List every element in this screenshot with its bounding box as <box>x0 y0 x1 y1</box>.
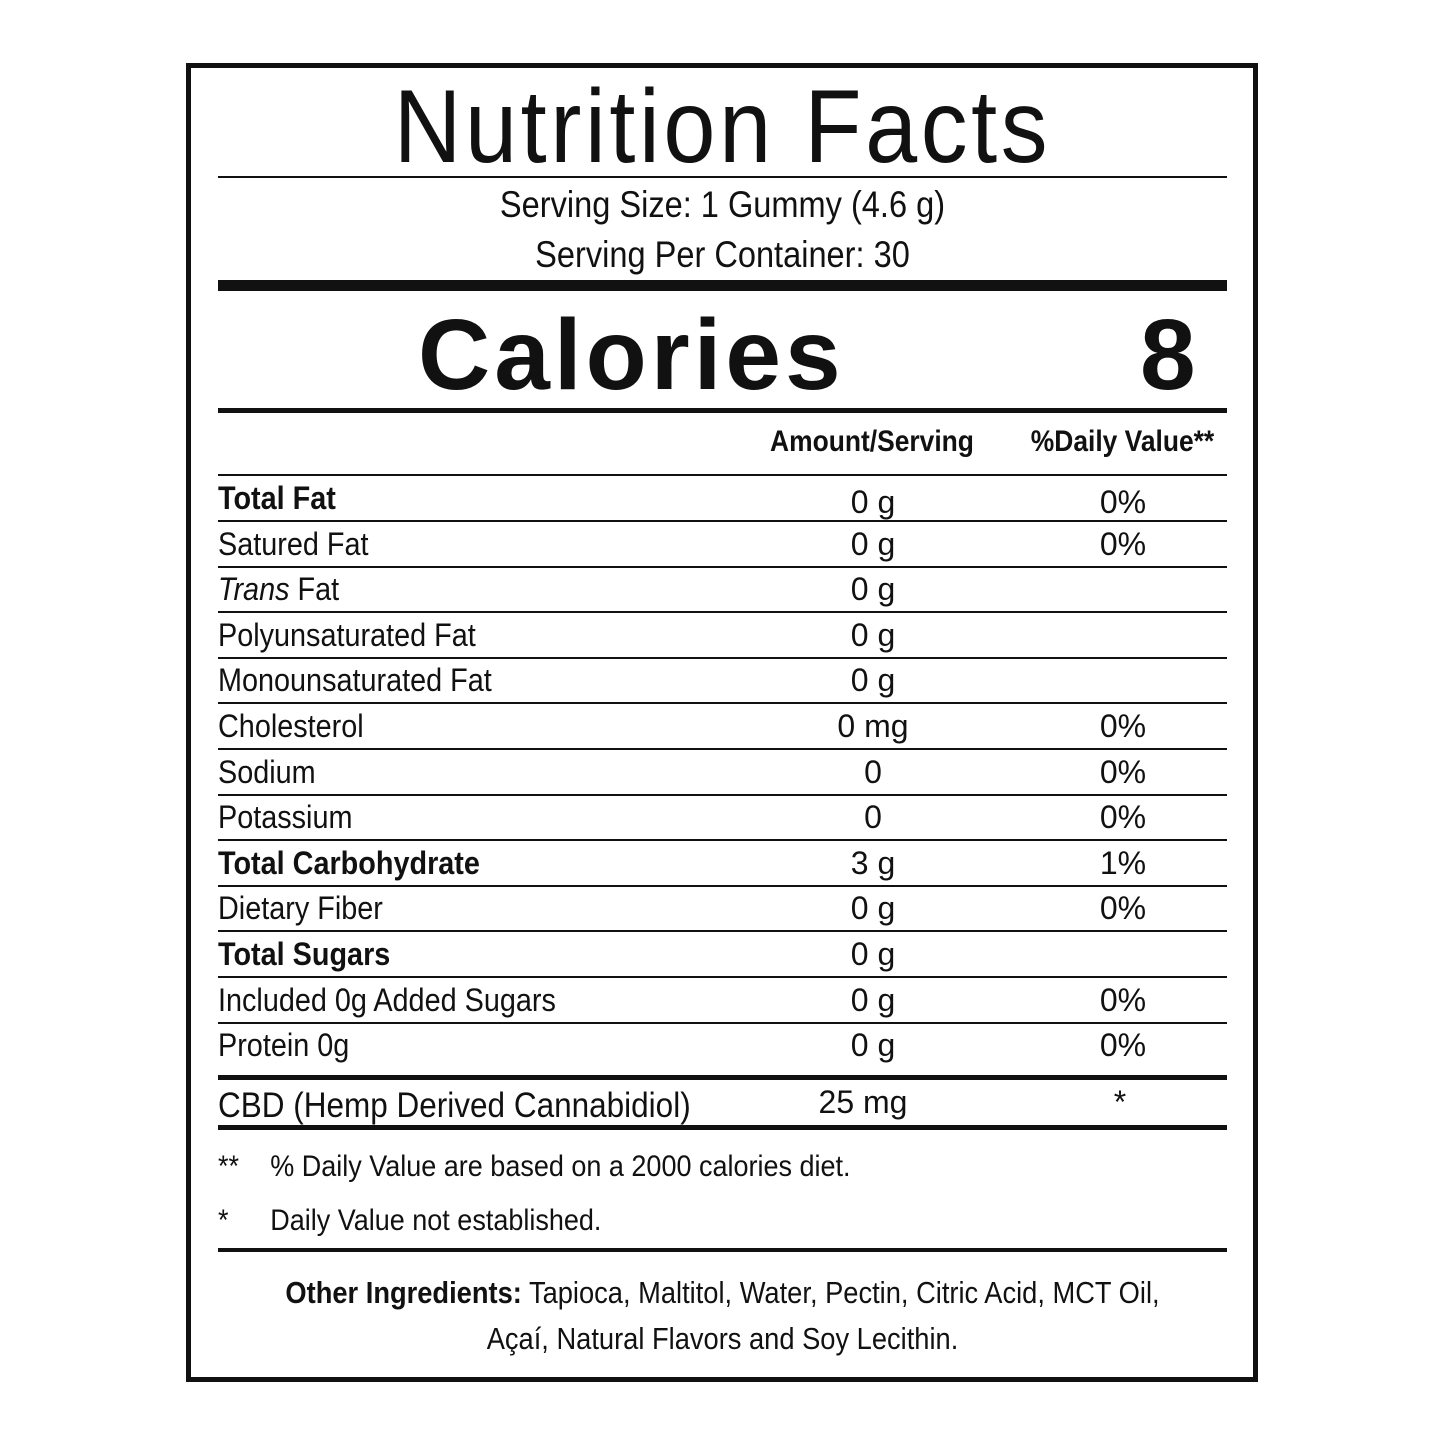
row-divider <box>218 656 1227 659</box>
cbd-name: CBD (Hemp Derived Cannabidiol) <box>218 1086 691 1125</box>
nutrient-name: Satured Fat <box>218 525 369 562</box>
nutrient-name: Total Fat <box>218 480 336 516</box>
nutrient-daily-value: 0% <box>1099 484 1147 520</box>
divider <box>218 474 1227 476</box>
nutrient-amount: 0 g <box>850 616 896 653</box>
nutrient-name: Protein 0g <box>218 1027 350 1064</box>
thick-divider <box>218 280 1227 291</box>
footnote-1: **% Daily Value are based on a 2000 calo… <box>218 1150 851 1183</box>
calories-value: 8 <box>1140 299 1200 411</box>
nutrient-amount: 3 g <box>850 844 896 881</box>
row-divider <box>218 839 1227 842</box>
nutrition-label-frame <box>186 63 1258 1382</box>
divider <box>218 1248 1227 1252</box>
nutrient-row: Potassium 0 0% <box>218 795 1227 841</box>
row-divider <box>218 748 1227 750</box>
nutrient-name: Monounsaturated Fat <box>218 662 492 699</box>
row-divider <box>218 884 1227 887</box>
ingredients-line-2: Açaí, Natural Flavors and Soy Lecithin. <box>486 1321 959 1356</box>
servings-per-container: Serving Per Container: 30 <box>535 234 910 275</box>
nutrient-amount: 0 <box>864 799 882 836</box>
row-divider <box>218 1021 1227 1024</box>
nutrient-row: Satured Fat 0 g 0% <box>218 522 1227 568</box>
nutrient-row: Monounsaturated Fat 0 g <box>218 658 1227 704</box>
nutrient-daily-value: 0% <box>1099 890 1147 927</box>
divider <box>218 408 1227 413</box>
daily-value-header: %Daily Value** <box>1030 425 1215 458</box>
nutrient-daily-value: 0% <box>1099 753 1147 790</box>
nutrient-name: Trans Fat <box>218 571 340 608</box>
nutrient-daily-value: 0% <box>1099 1027 1147 1064</box>
nutrient-row: Total Sugars 0 g <box>218 932 1227 978</box>
nutrient-row: Protein 0g 0 g 0% <box>218 1023 1227 1069</box>
nutrient-row: Total Fat 0 g 0% <box>218 476 1227 522</box>
nutrient-amount: 0 g <box>850 981 896 1018</box>
nutrient-row: Polyunsaturated Fat 0 g <box>218 613 1227 659</box>
row-divider <box>218 565 1227 568</box>
nutrient-amount: 0 g <box>850 662 896 699</box>
row-divider <box>218 520 1227 522</box>
row-divider <box>218 702 1227 705</box>
row-divider <box>218 930 1227 933</box>
nutrient-amount: 0 g <box>850 1027 896 1064</box>
divider <box>218 176 1227 178</box>
nutrient-amount: 0 g <box>850 936 896 972</box>
nutrient-amount: 0 mg <box>837 708 909 744</box>
nutrient-amount: 0 <box>864 753 882 790</box>
nutrient-daily-value: 0% <box>1099 708 1147 744</box>
nutrient-name: Potassium <box>218 799 353 836</box>
nutrient-row: Trans Fat 0 g <box>218 567 1227 613</box>
footnote-2: * Daily Value not established. <box>218 1204 602 1237</box>
calories-label: Calories <box>418 299 845 411</box>
nutrient-row: Cholesterol 0 mg 0% <box>218 704 1227 750</box>
nutrient-name: Polyunsaturated Fat <box>218 616 476 653</box>
cbd-row: CBD (Hemp Derived Cannabidiol) 25 mg * <box>218 1084 1227 1130</box>
nutrient-row: Total Carbohydrate 3 g 1% <box>218 841 1227 887</box>
nutrient-daily-value: 0% <box>1099 799 1147 836</box>
nutrient-name: Total Sugars <box>218 936 391 972</box>
nutrient-amount: 0 g <box>850 571 896 608</box>
nutrient-row: Included 0g Added Sugars 0 g 0% <box>218 978 1227 1024</box>
row-divider <box>218 976 1227 978</box>
amount-header: Amount/Serving <box>770 425 974 458</box>
row-divider <box>218 793 1227 796</box>
nutrient-name: Cholesterol <box>218 708 364 744</box>
nutrient-daily-value: 1% <box>1099 844 1147 881</box>
cbd-dv: * <box>1113 1084 1127 1120</box>
nutrient-row: Dietary Fiber 0 g 0% <box>218 886 1227 932</box>
thick-divider <box>218 1075 1227 1080</box>
nutrient-name: Sodium <box>218 753 316 790</box>
nutrient-name: Total Carbohydrate <box>218 844 480 881</box>
divider <box>218 1125 1227 1130</box>
ingredients-line-1: Other Ingredients: Tapioca, Maltitol, Wa… <box>285 1275 1160 1310</box>
cbd-amount: 25 mg <box>818 1084 908 1120</box>
nutrient-amount: 0 g <box>850 484 896 520</box>
nutrient-row: Sodium 0 0% <box>218 750 1227 796</box>
nutrient-amount: 0 g <box>850 890 896 927</box>
nutrient-name: Included 0g Added Sugars <box>218 981 556 1018</box>
nutrient-daily-value: 0% <box>1099 981 1147 1018</box>
nutrient-daily-value: 0% <box>1099 525 1147 562</box>
row-divider <box>218 611 1227 614</box>
label-title: Nutrition Facts <box>393 69 1052 185</box>
serving-size: Serving Size: 1 Gummy (4.6 g) <box>499 184 946 225</box>
nutrient-name: Dietary Fiber <box>218 890 383 927</box>
nutrient-amount: 0 g <box>850 525 896 562</box>
